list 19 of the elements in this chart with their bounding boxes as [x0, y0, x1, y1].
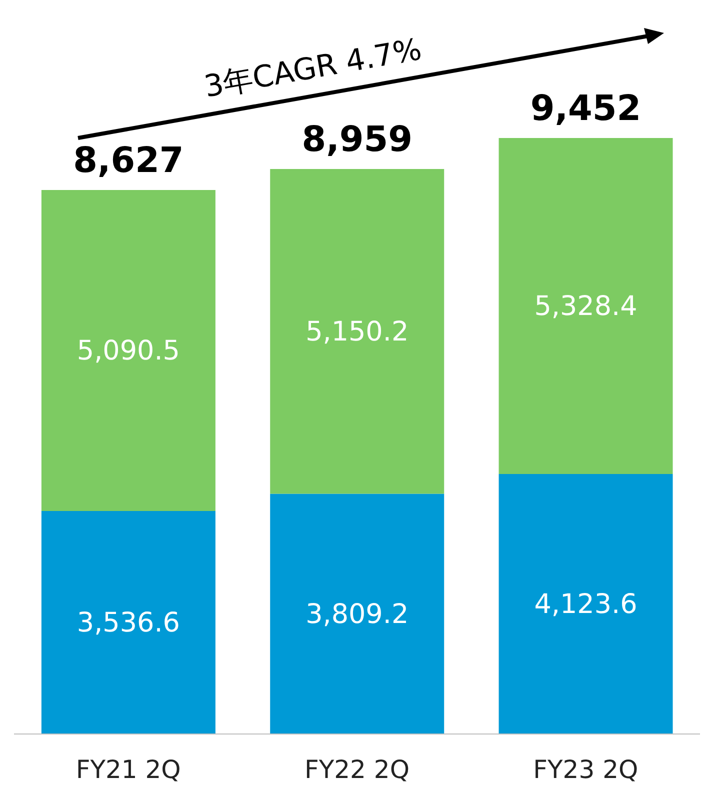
total-label: 9,452: [530, 89, 642, 129]
data-label: 5,328.4: [534, 290, 638, 322]
data-label: 3,809.2: [306, 598, 409, 630]
bar: [498, 474, 673, 734]
x-tick-label: FY21 2Q: [76, 754, 181, 784]
data-label: 4,123.6: [534, 588, 638, 620]
total-label: 8,627: [73, 141, 184, 182]
text: 3年CAGR 4.7%: [201, 31, 425, 107]
data-label: 3,536.6: [76, 608, 180, 638]
data-label: 5,090.5: [76, 336, 180, 367]
total-label: 8,959: [302, 120, 412, 160]
bar: [41, 190, 216, 511]
x-tick-label: FY23 2Q: [533, 754, 638, 784]
bar: [498, 138, 673, 474]
data-label: 5,150.2: [306, 316, 409, 348]
x-tick-label: FY22 2Q: [304, 754, 410, 784]
bar: [270, 494, 444, 734]
bar: [270, 169, 444, 494]
bar: [41, 511, 216, 734]
